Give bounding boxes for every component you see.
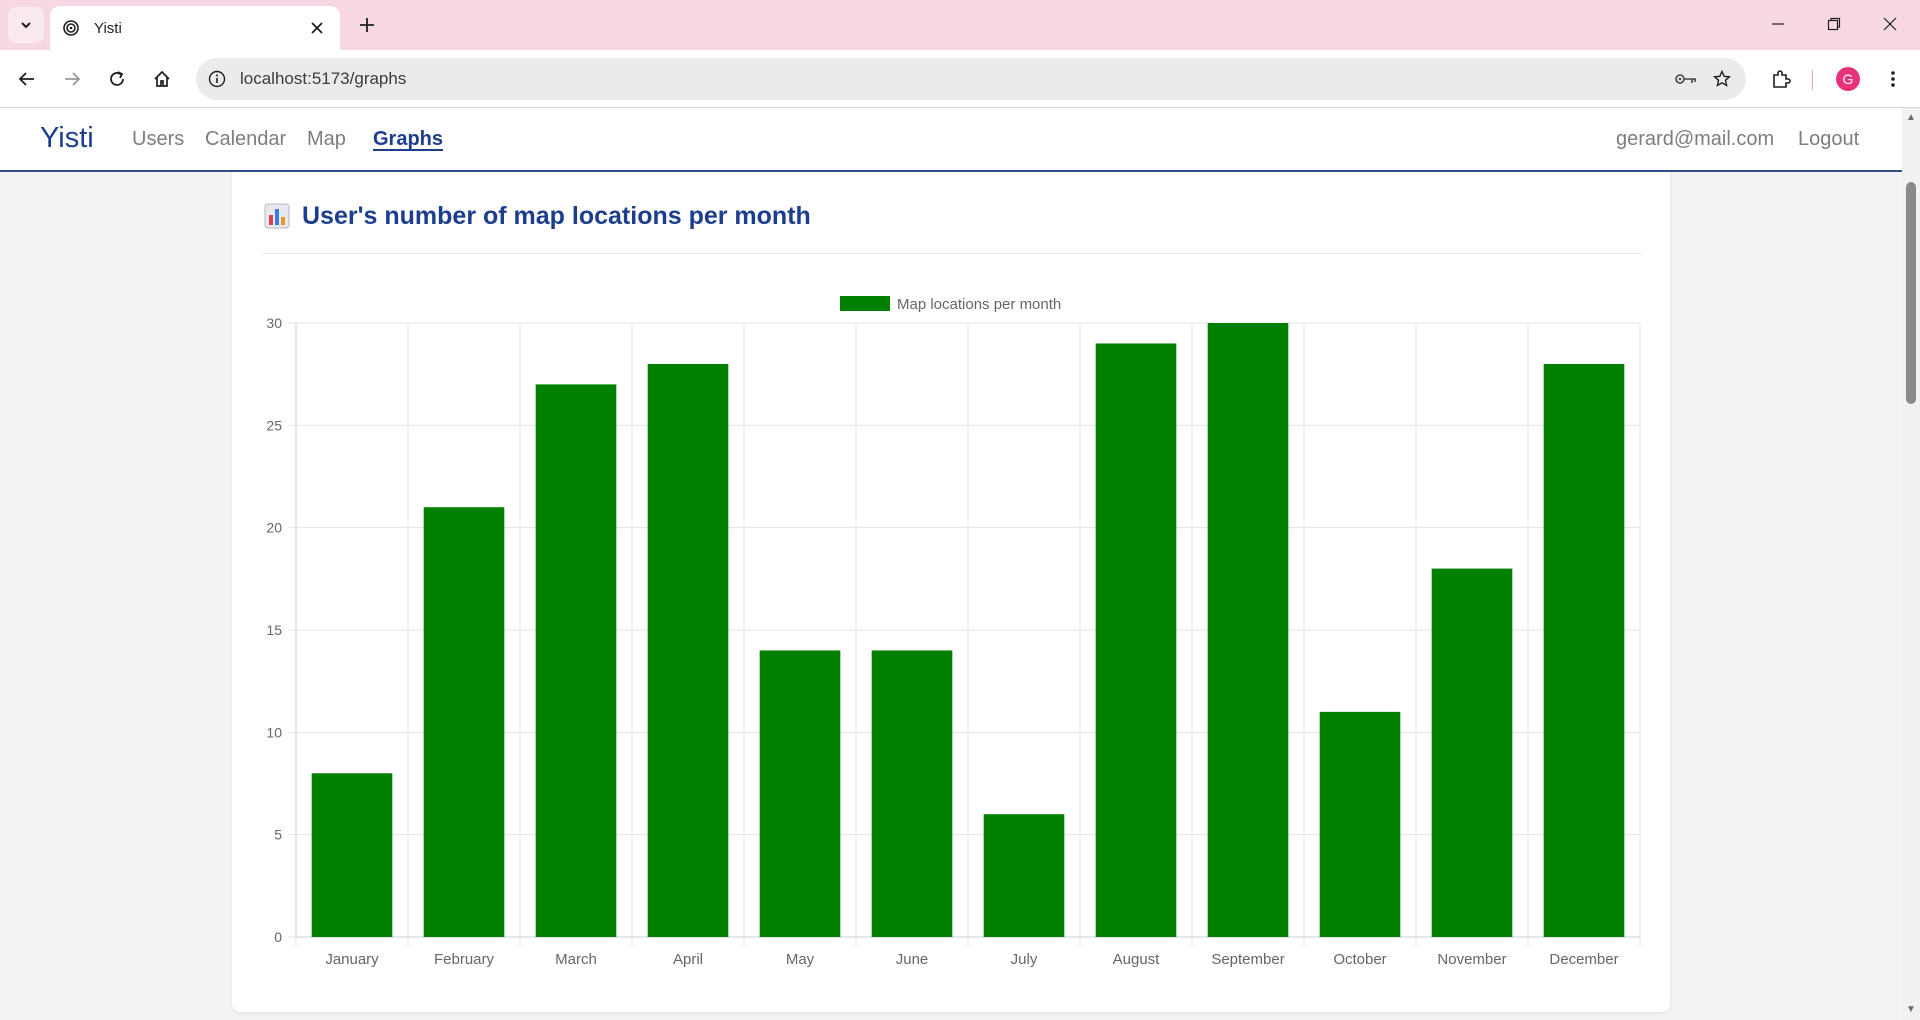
bar-may	[759, 650, 841, 937]
bar-october	[1319, 711, 1401, 937]
x-tick-label: November	[1437, 951, 1506, 968]
close-icon	[1883, 17, 1897, 31]
user-email: gerard@mail.com	[1616, 128, 1775, 150]
browser-tab[interactable]: Yisti	[50, 6, 340, 50]
bar-march	[535, 384, 617, 937]
logout-link[interactable]: Logout	[1798, 128, 1860, 150]
bar-august	[1095, 343, 1177, 937]
bar-february	[423, 507, 505, 937]
home-icon	[154, 70, 170, 87]
bar-january	[311, 773, 393, 937]
scroll-up-icon[interactable]: ▲	[1906, 112, 1916, 123]
y-tick-label: 0	[274, 929, 282, 945]
app-navbar: Yisti Users Calendar Map Graphs gerard@m…	[0, 108, 1902, 172]
password-key-icon[interactable]	[1668, 61, 1704, 97]
nav-calendar[interactable]: Calendar	[205, 128, 287, 150]
scroll-down-icon[interactable]: ▼	[1906, 1004, 1916, 1015]
page-scrollbar[interactable]: ▲ ▼	[1902, 108, 1920, 1020]
y-tick-label: 25	[266, 417, 282, 433]
y-tick-label: 30	[266, 315, 282, 331]
site-info-icon[interactable]	[196, 58, 238, 100]
x-tick-label: February	[434, 951, 495, 968]
x-tick-label: June	[896, 951, 929, 968]
tab-search-button[interactable]	[8, 7, 44, 43]
x-tick-label: October	[1333, 951, 1386, 968]
brand-logo[interactable]: Yisti	[40, 122, 94, 154]
card-title: User's number of map locations per month	[302, 201, 811, 230]
x-tick-label: May	[786, 951, 815, 968]
scrollbar-thumb[interactable]	[1906, 182, 1916, 404]
browser-tab-strip: Yisti	[0, 0, 1920, 50]
extensions-button[interactable]	[1764, 62, 1798, 96]
y-tick-label: 15	[266, 622, 282, 638]
x-tick-label: September	[1211, 951, 1284, 968]
y-tick-label: 5	[274, 827, 282, 843]
x-tick-label: March	[555, 951, 597, 968]
legend-swatch	[840, 296, 890, 311]
card-divider	[262, 253, 1642, 254]
restore-icon	[1827, 17, 1841, 31]
tab-title: Yisti	[94, 19, 122, 37]
bar-june	[871, 650, 953, 937]
address-bar[interactable]: localhost:5173/graphs	[196, 58, 1746, 100]
bar-april	[647, 363, 729, 937]
url-text[interactable]: localhost:5173/graphs	[240, 69, 407, 88]
favicon-icon	[62, 19, 80, 37]
back-button[interactable]	[10, 62, 44, 96]
minimize-icon	[1772, 23, 1784, 25]
plus-icon	[360, 18, 374, 32]
card-header: User's number of map locations per month	[264, 198, 811, 234]
forward-button[interactable]	[55, 62, 89, 96]
reload-icon	[110, 71, 124, 86]
bookmark-star-icon[interactable]	[1704, 61, 1740, 97]
nav-graphs[interactable]: Graphs	[373, 128, 444, 150]
close-window-button[interactable]	[1870, 8, 1910, 40]
x-tick-label: April	[673, 951, 703, 968]
x-tick-label: August	[1113, 951, 1161, 968]
x-tick-label: January	[325, 951, 379, 968]
nav-map[interactable]: Map	[307, 128, 346, 150]
toolbar-divider	[1812, 70, 1813, 90]
arrow-right-icon	[65, 72, 81, 86]
bar-september	[1207, 323, 1289, 937]
reload-button[interactable]	[100, 62, 134, 96]
bar-chart-icon	[264, 203, 290, 229]
close-tab-icon[interactable]	[306, 17, 328, 39]
arrow-left-icon	[18, 72, 34, 86]
home-button[interactable]	[145, 62, 179, 96]
puzzle-icon	[1773, 70, 1791, 88]
more-vertical-icon	[1891, 71, 1895, 87]
y-tick-label: 10	[266, 724, 282, 740]
minimize-button[interactable]	[1758, 8, 1798, 40]
bar-november	[1431, 568, 1513, 937]
nav-users[interactable]: Users	[132, 128, 185, 150]
x-tick-label: July	[1011, 951, 1038, 968]
browser-toolbar: localhost:5173/graphs G	[0, 50, 1920, 108]
legend-label: Map locations per month	[897, 296, 1061, 313]
bar-december	[1543, 363, 1625, 937]
profile-avatar[interactable]: G	[1836, 67, 1860, 91]
chevron-down-icon	[21, 22, 31, 29]
x-tick-label: December	[1549, 951, 1618, 968]
browser-menu-button[interactable]	[1876, 62, 1910, 96]
new-tab-button[interactable]	[352, 10, 382, 40]
bar-july	[983, 814, 1065, 937]
restore-button[interactable]	[1814, 8, 1854, 40]
y-tick-label: 20	[266, 520, 282, 536]
